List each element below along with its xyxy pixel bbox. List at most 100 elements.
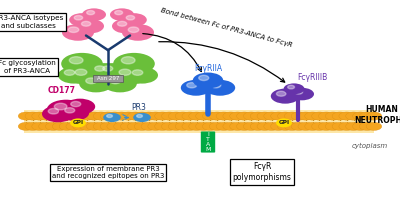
Text: CD177: CD177 xyxy=(48,86,76,95)
Circle shape xyxy=(202,112,218,120)
Circle shape xyxy=(107,112,122,120)
Text: I
T
A
M: I T A M xyxy=(205,132,211,152)
Circle shape xyxy=(71,119,85,127)
Text: FcγRIIIB: FcγRIIIB xyxy=(297,73,327,82)
Circle shape xyxy=(278,112,293,120)
Circle shape xyxy=(103,113,121,122)
Circle shape xyxy=(75,69,87,75)
Circle shape xyxy=(332,112,348,120)
Circle shape xyxy=(230,122,245,130)
Circle shape xyxy=(132,70,143,75)
Circle shape xyxy=(113,53,155,75)
Circle shape xyxy=(291,122,307,130)
Circle shape xyxy=(236,112,252,120)
Circle shape xyxy=(332,122,348,130)
Circle shape xyxy=(115,10,123,15)
Circle shape xyxy=(339,122,354,130)
Circle shape xyxy=(209,122,225,130)
Circle shape xyxy=(61,53,103,75)
Circle shape xyxy=(110,8,134,21)
Circle shape xyxy=(189,112,204,120)
Circle shape xyxy=(114,122,129,130)
Circle shape xyxy=(352,122,368,130)
Circle shape xyxy=(122,24,154,41)
Circle shape xyxy=(18,112,34,120)
Circle shape xyxy=(295,90,303,94)
Circle shape xyxy=(87,10,95,15)
Circle shape xyxy=(134,122,150,130)
Circle shape xyxy=(86,78,97,84)
Text: PR3-ANCA isotypes
and subclasses: PR3-ANCA isotypes and subclasses xyxy=(0,15,64,29)
Circle shape xyxy=(298,122,314,130)
Circle shape xyxy=(100,122,116,130)
Circle shape xyxy=(103,75,137,92)
Circle shape xyxy=(86,112,102,120)
Text: GPI: GPI xyxy=(72,120,84,125)
Circle shape xyxy=(346,122,361,130)
Circle shape xyxy=(312,112,327,120)
Circle shape xyxy=(127,112,143,120)
Text: cytoplasm: cytoplasm xyxy=(352,143,388,149)
Circle shape xyxy=(80,112,95,120)
Circle shape xyxy=(211,83,221,88)
Circle shape xyxy=(48,108,59,114)
Circle shape xyxy=(148,112,164,120)
Circle shape xyxy=(119,69,131,75)
Circle shape xyxy=(65,108,75,113)
Circle shape xyxy=(318,112,334,120)
Circle shape xyxy=(93,112,109,120)
Circle shape xyxy=(100,112,116,120)
Circle shape xyxy=(271,112,286,120)
Circle shape xyxy=(59,112,75,120)
Circle shape xyxy=(121,13,147,27)
Circle shape xyxy=(277,119,291,127)
Circle shape xyxy=(359,122,375,130)
Circle shape xyxy=(325,112,341,120)
Circle shape xyxy=(32,122,48,130)
Circle shape xyxy=(182,112,198,120)
Circle shape xyxy=(223,112,238,120)
Circle shape xyxy=(80,122,95,130)
Circle shape xyxy=(284,112,300,120)
Circle shape xyxy=(216,122,232,130)
Circle shape xyxy=(298,112,314,120)
Circle shape xyxy=(62,24,94,41)
Circle shape xyxy=(318,122,334,130)
Circle shape xyxy=(175,112,191,120)
Text: Asn 297: Asn 297 xyxy=(97,76,119,81)
FancyArrowPatch shape xyxy=(143,34,201,71)
Circle shape xyxy=(196,112,211,120)
Circle shape xyxy=(127,122,143,130)
Circle shape xyxy=(148,122,164,130)
Text: FcγRIIA: FcγRIIA xyxy=(194,64,222,73)
Circle shape xyxy=(264,122,280,130)
Circle shape xyxy=(155,112,170,120)
Circle shape xyxy=(118,21,127,26)
Circle shape xyxy=(86,122,102,130)
Circle shape xyxy=(52,112,68,120)
Circle shape xyxy=(47,100,85,120)
Circle shape xyxy=(175,122,191,130)
Circle shape xyxy=(39,112,54,120)
Circle shape xyxy=(199,75,209,80)
Circle shape xyxy=(65,99,95,115)
Circle shape xyxy=(257,112,273,120)
Circle shape xyxy=(59,122,75,130)
Circle shape xyxy=(230,112,245,120)
FancyBboxPatch shape xyxy=(201,131,215,153)
Circle shape xyxy=(202,122,218,130)
Circle shape xyxy=(312,122,327,130)
Circle shape xyxy=(168,112,184,120)
Circle shape xyxy=(66,122,82,130)
Circle shape xyxy=(134,112,150,120)
Circle shape xyxy=(291,112,307,120)
Circle shape xyxy=(82,21,91,26)
Circle shape xyxy=(112,19,140,33)
Circle shape xyxy=(95,66,105,71)
Circle shape xyxy=(182,122,198,130)
Circle shape xyxy=(126,15,135,20)
Circle shape xyxy=(58,67,90,84)
Circle shape xyxy=(25,122,41,130)
Circle shape xyxy=(162,112,177,120)
Circle shape xyxy=(133,113,151,122)
